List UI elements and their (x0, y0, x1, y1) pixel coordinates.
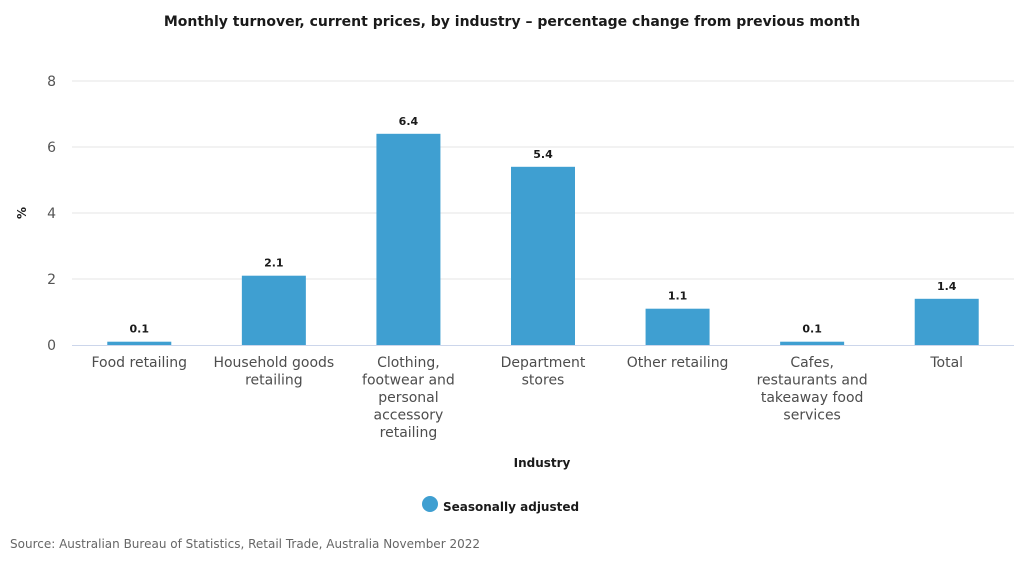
x-category-line: Cafes, (790, 355, 834, 371)
x-category-label-1: Household goods retailing (213, 355, 334, 389)
x-category-line: footwear and (362, 373, 455, 389)
x-category-line: Other retailing (627, 355, 729, 371)
data-label-6: 1.4 (937, 280, 957, 293)
x-category-line: personal (378, 390, 438, 406)
y-tick-label: 6 (47, 140, 56, 156)
y-tick-label: 4 (47, 206, 56, 222)
y-tick-label: 8 (47, 74, 56, 90)
legend-label-seasonally-adjusted: Seasonally adjusted (443, 500, 579, 514)
x-category-line: Household goods (213, 355, 334, 371)
x-axis-categories: Food retailing Household goods retailingCl… (91, 355, 963, 441)
bar-6[interactable] (914, 298, 979, 345)
data-label-3: 5.4 (533, 148, 553, 161)
y-axis-title: % (15, 207, 29, 219)
data-label-4: 1.1 (668, 290, 688, 303)
x-category-label-6: Total (929, 355, 963, 371)
data-labels: 0.1 2.1 6.4 5.4 1.1 0.1 1.4 (130, 115, 957, 336)
x-category-line: stores (522, 373, 565, 389)
data-label-2: 6.4 (399, 115, 419, 128)
bar-2[interactable] (376, 133, 441, 345)
data-label-1: 2.1 (264, 257, 284, 270)
x-category-line: Food retailing (91, 355, 187, 371)
x-category-line: Department (501, 355, 586, 371)
x-axis-title: Industry (514, 456, 571, 470)
x-category-line: services (783, 408, 840, 424)
bar-0[interactable] (107, 341, 172, 345)
x-category-line: retailing (245, 373, 303, 389)
bar-5[interactable] (780, 341, 845, 345)
data-label-5: 0.1 (802, 323, 822, 336)
y-tick-label: 2 (47, 272, 56, 288)
x-category-label-5: Cafes, restaurants and takeaway food servic… (757, 355, 868, 424)
x-category-line: Total (929, 355, 963, 371)
bars (107, 133, 979, 345)
x-category-line: restaurants and (757, 373, 868, 389)
legend[interactable]: Seasonally adjusted (422, 496, 579, 514)
chart-title: Monthly turnover, current prices, by ind… (164, 14, 860, 30)
source-note: Source: Australian Bureau of Statistics,… (10, 537, 480, 551)
x-category-label-2: Clothing, footwear and personal accessory re… (362, 355, 455, 441)
x-category-label-4: Other retailing (627, 355, 729, 371)
legend-swatch (422, 496, 438, 512)
bar-4[interactable] (645, 308, 710, 345)
x-category-label-3: Department stores (501, 355, 586, 389)
x-category-line: Clothing, (377, 355, 440, 371)
bar-3[interactable] (511, 166, 575, 345)
x-category-label-0: Food retailing (91, 355, 187, 371)
y-tick-label: 0 (47, 338, 56, 354)
y-axis-ticks: 0 2 4 6 8 (47, 74, 56, 354)
x-category-line: accessory (374, 408, 444, 424)
bar-1[interactable] (241, 275, 306, 345)
x-category-line: retailing (380, 425, 438, 441)
x-category-line: takeaway food (761, 390, 864, 406)
data-label-0: 0.1 (130, 323, 150, 336)
